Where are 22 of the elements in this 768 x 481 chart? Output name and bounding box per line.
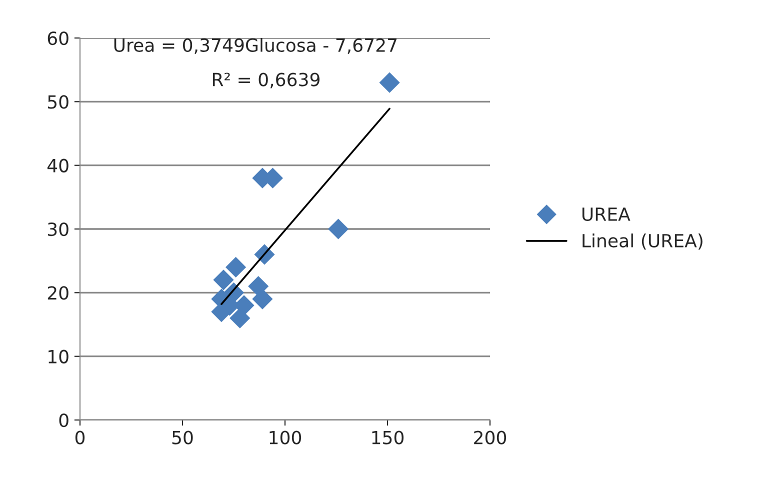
y-tick-label: 10 — [48, 350, 68, 364]
x-tick-label: 0 — [75, 430, 85, 444]
y-tick-label: 50 — [48, 95, 68, 109]
x-tick-label: 50 — [172, 430, 193, 444]
point — [328, 218, 349, 240]
y-tick-label: 20 — [48, 286, 68, 300]
legend-label: UREA — [582, 208, 630, 221]
y-tick-label: 30 — [48, 222, 68, 236]
point — [252, 288, 273, 310]
point — [230, 308, 250, 328]
point — [213, 270, 234, 290]
point — [379, 72, 400, 93]
x-tick-label: 200 — [474, 430, 506, 444]
annotation: R² = 0,6639 — [212, 72, 320, 88]
x-tick-label: 150 — [372, 430, 404, 444]
y-tick-label: 40 — [47, 158, 68, 172]
y-tick-label: 60 — [48, 31, 68, 46]
annotation: Urea = 0,3749Glucosa - 7,6727 — [114, 38, 397, 54]
point — [226, 256, 246, 278]
legend-label: Lineal (UREA) — [582, 234, 702, 250]
x-tick-label: 100 — [270, 430, 302, 444]
y-tick-label: 0 — [59, 413, 68, 428]
